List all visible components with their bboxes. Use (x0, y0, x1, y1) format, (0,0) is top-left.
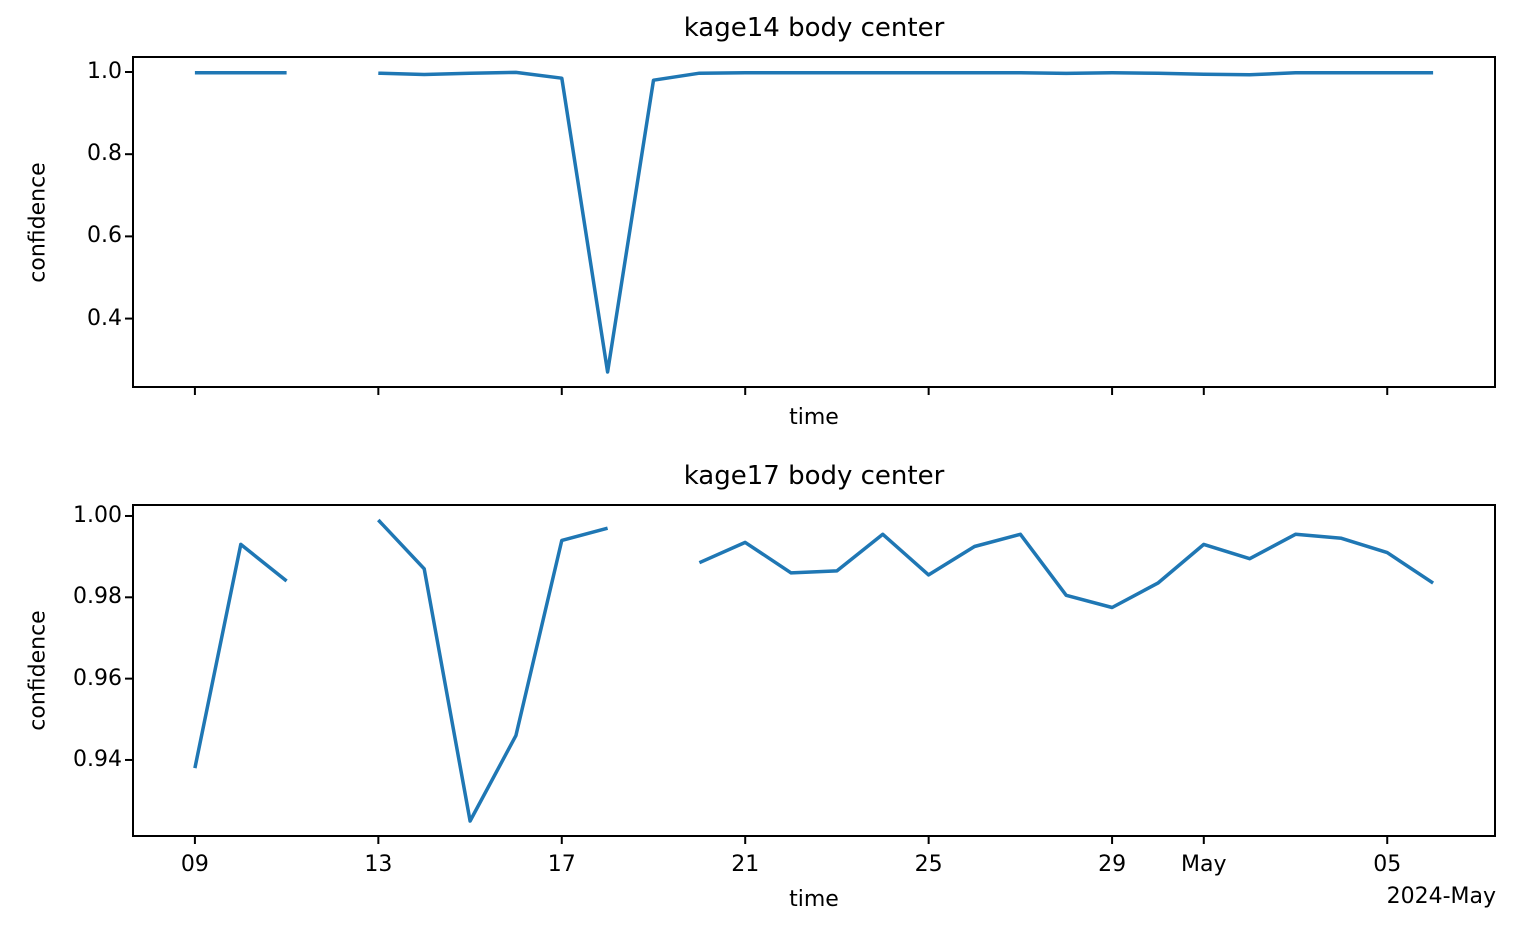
y-tick-label: 0.96 (73, 665, 122, 691)
x-tick-label: May (1181, 852, 1227, 877)
plot-border (132, 56, 1496, 388)
chart-kage14-title: kage14 body center (683, 13, 945, 43)
x-axis-offset-text: 2024-May (1386, 884, 1496, 909)
y-tick-label: 0.6 (87, 223, 122, 249)
kage14-confidence-line (378, 70, 1434, 374)
kage17-confidence-line (193, 542, 288, 769)
x-tick-label: 09 (180, 852, 209, 877)
chart-kage17-title: kage17 body center (683, 461, 945, 491)
chart-kage14-xlabel: time (789, 405, 839, 430)
plot-border (132, 504, 1496, 837)
y-tick-label: 0.8 (87, 141, 122, 167)
x-tick-label: 17 (547, 852, 576, 877)
x-tick-label: 13 (364, 852, 393, 877)
chart-kage14-ylabel: confidence (25, 162, 51, 283)
x-tick-label: 29 (1098, 852, 1127, 877)
kage17-confidence-line (698, 532, 1435, 610)
kage17-confidence-line (377, 518, 609, 823)
y-tick-label: 1.00 (73, 502, 122, 528)
x-tick-label: 05 (1373, 852, 1402, 877)
y-tick-label: 0.98 (73, 584, 122, 610)
x-tick-label: 25 (914, 852, 943, 877)
y-tick-label: 0.4 (87, 305, 122, 331)
y-tick-label: 0.94 (73, 746, 122, 772)
y-tick-label: 1.0 (87, 59, 122, 84)
x-tick-label: 21 (731, 852, 760, 877)
chart-kage17-xlabel: time (789, 887, 839, 912)
